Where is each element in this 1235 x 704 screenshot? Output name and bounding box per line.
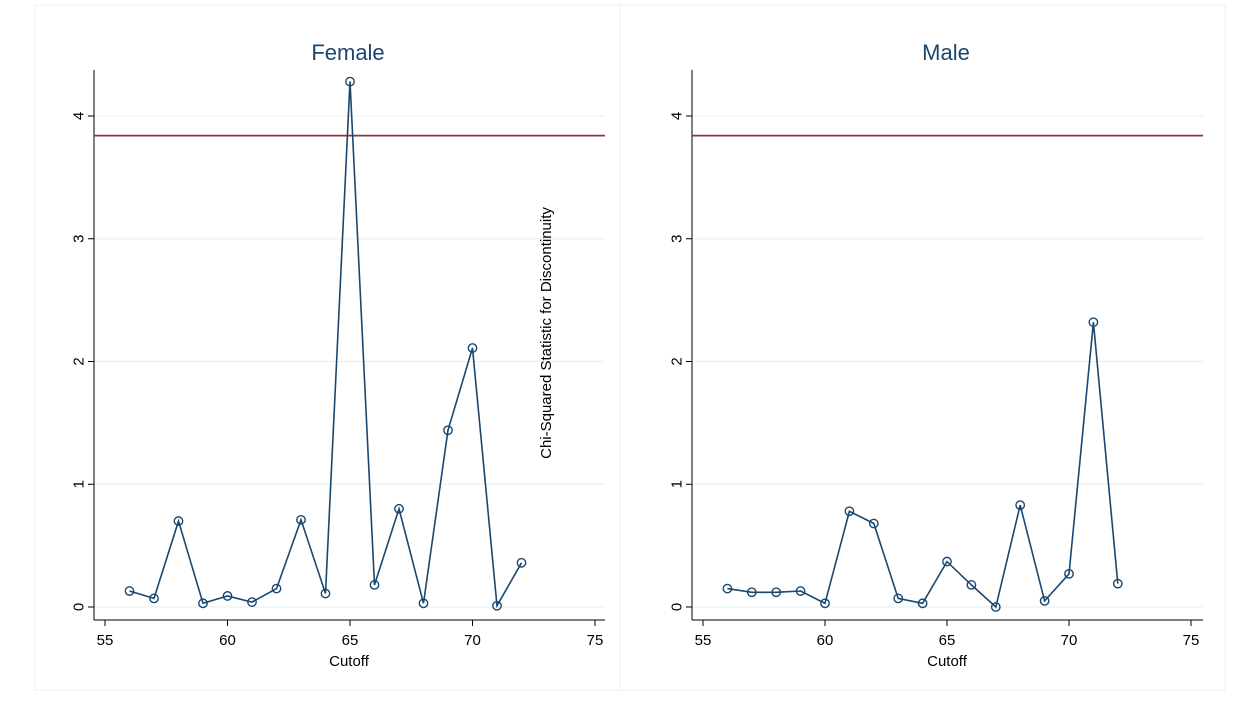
female-data-point xyxy=(296,514,306,525)
female-data-point xyxy=(443,425,453,436)
female-y-tick-label: 1 xyxy=(70,480,87,488)
female-y-tick-label: 4 xyxy=(70,112,87,120)
female-panel-title: Female xyxy=(311,40,384,65)
male-x-tick-label: 55 xyxy=(695,632,712,649)
male-x-tick-label: 70 xyxy=(1061,632,1078,649)
female-grid xyxy=(94,115,605,608)
female-y-tick-label: 3 xyxy=(70,235,87,243)
male-data-point xyxy=(942,556,952,567)
male-data-point xyxy=(844,506,855,517)
male-x-ticks: 55 60 65 70 75 xyxy=(695,620,1200,649)
female-data-point xyxy=(418,598,429,609)
male-x-tick-label: 75 xyxy=(1183,632,1200,649)
female-data-point xyxy=(271,583,282,594)
female-x-tick-label: 60 xyxy=(219,632,236,649)
female-data-point xyxy=(516,557,527,568)
female-data-point xyxy=(394,503,404,514)
male-y-tick-label: 1 xyxy=(668,480,685,488)
male-y-tick-label: 0 xyxy=(668,603,685,611)
male-data-point xyxy=(771,587,782,598)
female-data-point xyxy=(173,516,184,526)
male-x-axis-title: Cutoff xyxy=(927,653,968,670)
female-x-tick-label: 55 xyxy=(97,632,114,649)
female-panel-background xyxy=(34,4,621,691)
male-panel-title: Male xyxy=(922,40,970,65)
male-y-tick-label: 2 xyxy=(668,357,685,365)
male-data-point xyxy=(795,586,806,596)
male-x-tick-label: 65 xyxy=(939,632,956,649)
male-data-point xyxy=(990,602,1001,612)
female-y-tick-label: 0 xyxy=(70,603,87,611)
male-series xyxy=(722,317,1123,612)
male-data-point xyxy=(746,587,757,598)
female-data-point xyxy=(149,593,159,604)
male-data-point xyxy=(893,593,904,604)
male-y-ticks: 0 1 2 3 4 xyxy=(668,112,692,611)
female-y-tick-label: 2 xyxy=(70,357,87,365)
male-data-point xyxy=(917,598,928,609)
female-data-point xyxy=(320,588,331,599)
male-data-point xyxy=(1112,578,1123,589)
male-y-tick-label: 4 xyxy=(668,112,685,120)
female-y-ticks: 0 1 2 3 4 xyxy=(70,112,94,611)
female-x-ticks: 55 60 65 70 75 xyxy=(97,620,604,649)
female-data-point xyxy=(222,591,233,601)
male-data-point xyxy=(1064,568,1074,579)
male-series-line xyxy=(727,322,1119,609)
male-data-point xyxy=(868,518,879,529)
female-y-axis-title: Chi-Squared Statistic for Discontinuity xyxy=(538,207,555,459)
female-x-tick-label: 65 xyxy=(342,632,359,649)
male-panel: Male 0 1 2 3 4 55 60 65 70 75 Cutoff xyxy=(619,4,1226,691)
female-x-axis-title: Cutoff xyxy=(329,653,370,670)
female-data-point xyxy=(369,580,380,590)
female-x-tick-label: 70 xyxy=(464,632,481,649)
female-data-point xyxy=(247,597,257,607)
female-series-line xyxy=(129,81,523,609)
male-y-tick-label: 3 xyxy=(668,235,685,243)
male-data-point xyxy=(966,580,977,590)
female-panel: Female 0 1 2 3 4 55 60 65 70 75 Cutoff Chi-Squar… xyxy=(34,4,621,691)
male-data-point xyxy=(722,583,733,594)
female-data-point xyxy=(345,76,355,87)
male-x-tick-label: 60 xyxy=(817,632,834,649)
female-data-point xyxy=(492,600,502,611)
female-data-point xyxy=(124,586,135,596)
male-panel-background xyxy=(619,4,1226,691)
male-data-point xyxy=(1039,595,1050,606)
male-grid xyxy=(692,115,1203,608)
male-data-point xyxy=(1088,317,1099,328)
male-data-point xyxy=(1015,500,1026,511)
female-x-tick-label: 75 xyxy=(587,632,604,649)
male-data-point xyxy=(820,598,830,609)
female-data-point xyxy=(198,598,208,609)
female-series xyxy=(124,76,527,611)
female-data-point xyxy=(467,343,478,353)
